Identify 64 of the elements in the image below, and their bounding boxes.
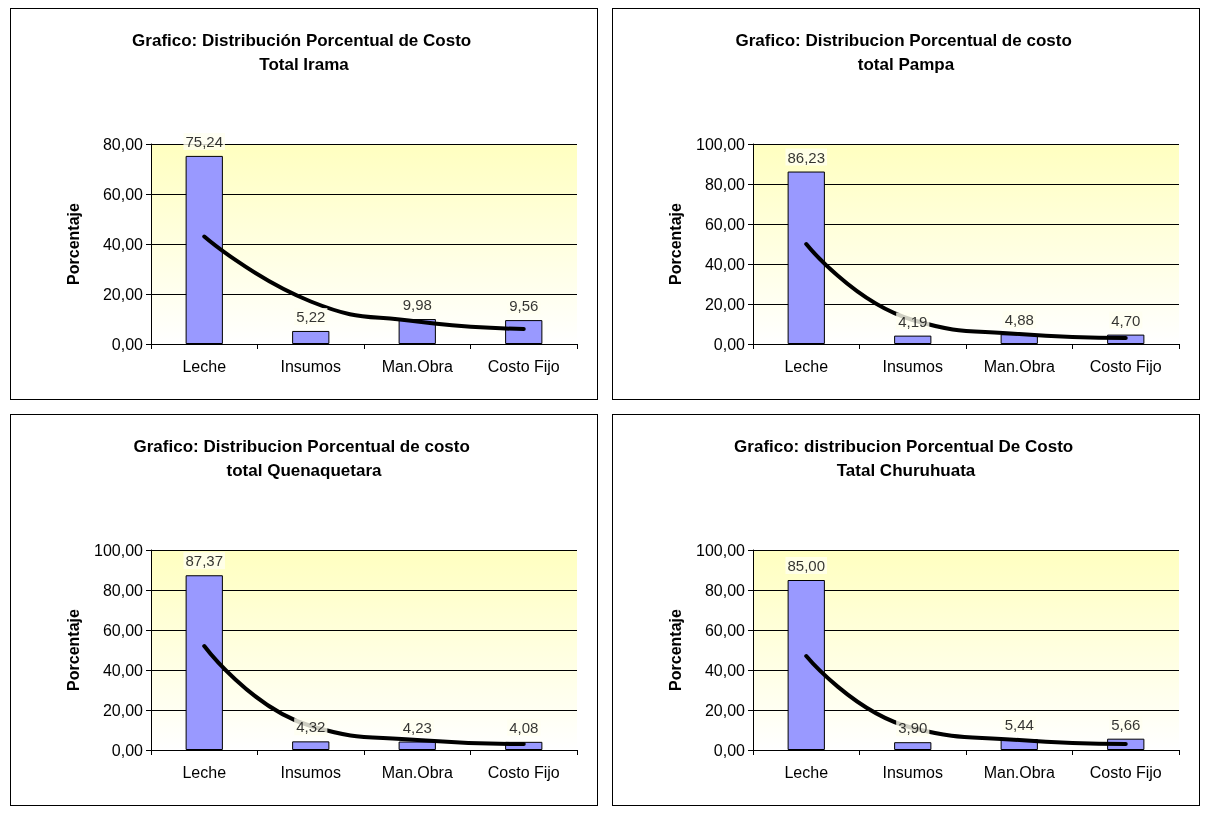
data-label: 75,24: [185, 132, 224, 150]
data-label: 9,98: [402, 296, 432, 314]
y-tick-label: 60,00: [102, 621, 144, 639]
x-tick-label: Insumos: [882, 357, 943, 375]
y-tick-label: 80,00: [704, 175, 746, 193]
y-tick-label: 40,00: [704, 661, 746, 679]
bar: [894, 742, 932, 750]
x-tick-label: Man.Obra: [983, 357, 1055, 375]
bar: [894, 335, 932, 344]
data-label: 5,22: [296, 307, 326, 325]
data-label: 4,88: [1004, 311, 1034, 329]
y-axis-title: Porcentaje: [666, 202, 684, 285]
x-tick-label: Insumos: [280, 763, 341, 781]
data-label: 5,66: [1111, 715, 1141, 733]
x-tick-label: Leche: [182, 763, 227, 781]
x-tick-label: Costo Fijo: [487, 357, 560, 375]
y-tick-label: 20,00: [704, 701, 746, 719]
y-tick-label: 100,00: [696, 135, 746, 153]
x-tick-label: Man.Obra: [381, 357, 453, 375]
data-label: 5,44: [1004, 716, 1034, 734]
y-tick-label: 60,00: [102, 185, 144, 203]
y-tick-label: 60,00: [704, 621, 746, 639]
bar: [292, 330, 330, 344]
x-tick-label: Man.Obra: [983, 763, 1055, 781]
y-axis-title: Porcentaje: [666, 608, 684, 691]
bar: [292, 741, 330, 750]
y-tick-label: 20,00: [704, 295, 746, 313]
data-label: 87,37: [185, 552, 224, 570]
y-tick-label: 0,00: [111, 741, 144, 759]
data-label: 4,08: [509, 718, 539, 736]
chart-title: Grafico: Distribucion Porcentual de costo total Quenaquetara: [133, 436, 475, 480]
data-label: 4,70: [1111, 311, 1141, 329]
x-tick-label: Insumos: [280, 357, 341, 375]
y-axis-title: Porcentaje: [64, 608, 82, 691]
chart-title: Grafico: Distribucion Porcentual de costo total Pampa: [735, 30, 1077, 74]
y-tick-label: 40,00: [102, 661, 144, 679]
x-tick-label: Insumos: [882, 763, 943, 781]
x-tick-label: Leche: [784, 763, 829, 781]
y-tick-label: 0,00: [713, 741, 746, 759]
y-axis-title: Porcentaje: [64, 202, 82, 285]
y-tick-label: 60,00: [704, 215, 746, 233]
y-tick-label: 0,00: [111, 335, 144, 353]
data-label: 9,56: [509, 297, 539, 315]
y-tick-label: 100,00: [696, 541, 746, 559]
y-tick-label: 20,00: [102, 285, 144, 303]
y-tick-label: 40,00: [102, 235, 144, 253]
chart-title: Grafico: Distribución Porcentual de Costo Total Irama: [132, 30, 476, 74]
y-tick-label: 80,00: [704, 581, 746, 599]
y-tick-label: 20,00: [102, 701, 144, 719]
y-tick-label: 80,00: [102, 135, 144, 153]
x-tick-label: Costo Fijo: [1089, 357, 1162, 375]
x-tick-label: Leche: [784, 357, 829, 375]
y-tick-label: 0,00: [713, 335, 746, 353]
data-label: 86,23: [787, 148, 826, 166]
x-tick-label: Man.Obra: [381, 763, 453, 781]
data-label: 85,00: [787, 557, 826, 574]
x-tick-label: Costo Fijo: [1089, 763, 1162, 781]
y-tick-label: 100,00: [94, 541, 144, 559]
y-tick-label: 80,00: [102, 581, 144, 599]
x-tick-label: Costo Fijo: [487, 763, 560, 781]
data-label: 4,23: [402, 718, 432, 736]
chart-title: Grafico: distribucion Porcentual De Costo Tatal Churuhuata: [734, 436, 1078, 480]
x-tick-label: Leche: [182, 357, 227, 375]
y-tick-label: 40,00: [704, 255, 746, 273]
